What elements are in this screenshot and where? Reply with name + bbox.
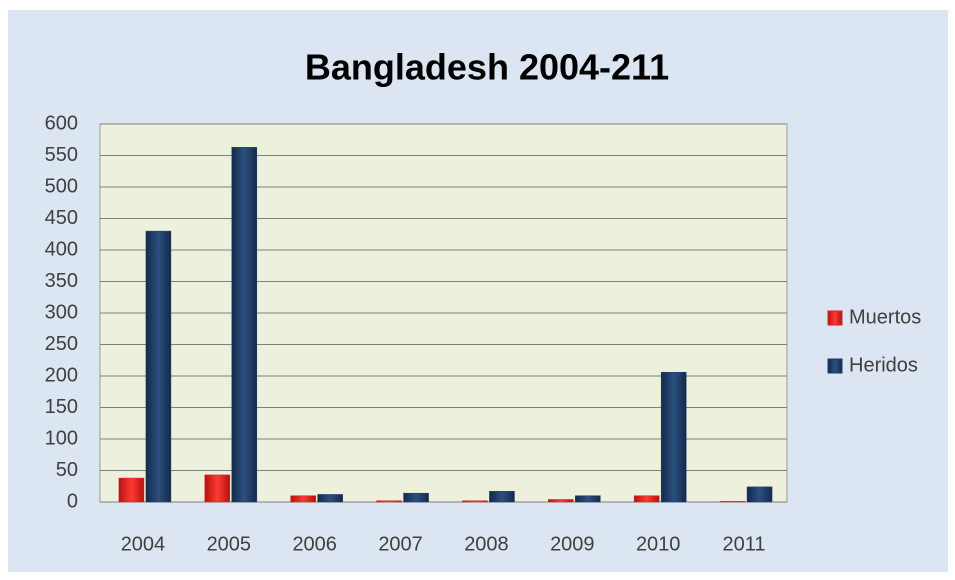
y-tick-label: 100 <box>45 427 78 449</box>
bar <box>575 495 601 503</box>
x-tick-label: 2011 <box>723 533 766 555</box>
x-tick-label: 2009 <box>550 533 595 555</box>
bar <box>290 495 316 503</box>
y-tick-label: 0 <box>67 490 78 512</box>
y-tick-label: 450 <box>45 207 78 229</box>
y-tick-label: 300 <box>45 301 78 323</box>
bar <box>231 147 258 503</box>
bar <box>746 486 773 503</box>
y-tick-label: 250 <box>45 333 78 355</box>
y-tick-label: 350 <box>45 270 78 292</box>
bar <box>660 371 687 503</box>
y-tick-label: 500 <box>45 175 78 197</box>
bar <box>719 501 746 503</box>
legend-label: Muertos <box>849 306 921 328</box>
bar <box>376 500 402 503</box>
x-tick-label: 2005 <box>207 533 252 555</box>
bar <box>489 491 515 503</box>
y-tick-label: 400 <box>45 238 78 260</box>
x-tick-label: 2008 <box>464 533 509 555</box>
bar <box>403 492 429 503</box>
y-tick-label: 50 <box>56 459 78 481</box>
legend-swatch <box>827 358 843 374</box>
y-tick-label: 150 <box>45 396 78 418</box>
legend-label: Heridos <box>849 354 918 376</box>
x-tick-label: 2004 <box>121 533 166 555</box>
bar <box>118 477 145 503</box>
bar <box>462 500 488 503</box>
x-tick-label: 2007 <box>378 533 423 555</box>
y-tick-label: 600 <box>45 112 78 134</box>
x-tick-label: 2006 <box>292 533 337 555</box>
bar <box>317 494 343 503</box>
x-tick-label: 2010 <box>636 533 681 555</box>
bar <box>548 499 574 503</box>
bar <box>204 474 231 503</box>
y-tick-label: 200 <box>45 364 78 386</box>
y-tick-label: 550 <box>45 144 78 166</box>
bar <box>633 495 660 503</box>
legend-swatch <box>827 310 843 326</box>
chart-title: Bangladesh 2004-211 <box>305 47 669 88</box>
bar <box>145 230 172 503</box>
